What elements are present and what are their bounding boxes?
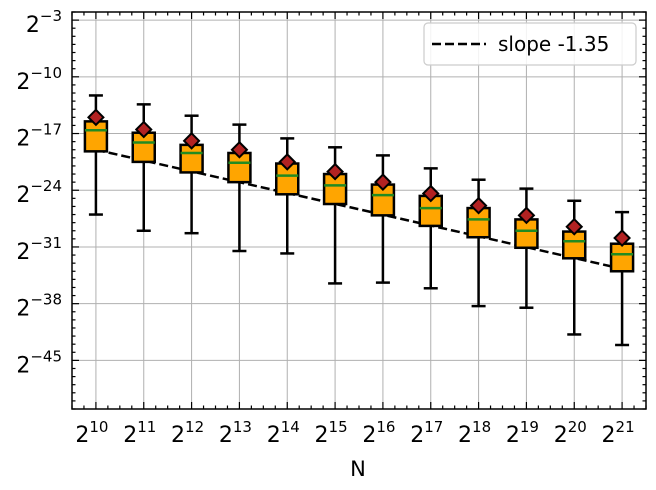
x-tick-label: 218 — [458, 418, 491, 448]
y-tick-labels: 2−3 2−10 2−17 2−24 2−31 2−38 2−45 — [16, 7, 62, 378]
y-tick-label: 2−38 — [16, 291, 62, 322]
fit-line — [95, 148, 623, 271]
x-tick-label: 216 — [362, 418, 395, 448]
x-tick-label: 212 — [171, 418, 204, 448]
x-tick-label: 214 — [267, 418, 300, 448]
legend: slope -1.35 — [423, 22, 637, 66]
box-item — [562, 199, 587, 336]
box-item — [609, 210, 635, 347]
box-item — [179, 114, 204, 235]
box-item — [131, 103, 156, 233]
x-tick-label: 211 — [123, 418, 156, 448]
box-item — [275, 137, 300, 255]
box-item — [514, 187, 539, 309]
mean-marker — [326, 162, 344, 181]
mean-marker — [469, 196, 488, 215]
grid-lines — [72, 12, 646, 409]
axes-frame — [71, 11, 647, 410]
y-tick-label: 2−45 — [16, 347, 62, 378]
y-tick-label: 2−17 — [16, 121, 62, 152]
box-item — [83, 94, 109, 216]
mean-marker — [565, 217, 584, 236]
box-item — [370, 154, 396, 284]
x-tick-label: 217 — [410, 418, 443, 448]
plot-frame — [71, 11, 647, 410]
mean-marker — [374, 173, 392, 192]
y-tick-label: 2−24 — [16, 177, 62, 208]
y-tick-label: 2−31 — [16, 234, 62, 265]
y-tick-label: 2−10 — [16, 64, 62, 95]
x-tick-labels: 210 211 212 213 214 215 216 217 218 219 220 221 — [75, 418, 634, 448]
box-item — [227, 123, 252, 253]
box-item — [322, 146, 348, 285]
x-tick-label: 219 — [506, 418, 539, 448]
y-tick-label: 2−3 — [26, 7, 62, 38]
mean-marker — [613, 229, 631, 247]
fit-line-layer — [95, 148, 623, 271]
boxes-layer — [83, 94, 635, 347]
mean-marker — [517, 206, 536, 225]
mean-marker — [278, 152, 297, 171]
x-tick-label: 213 — [219, 418, 252, 448]
mean-marker — [182, 131, 201, 150]
legend-label: slope -1.35 — [498, 32, 609, 56]
x-tick-label: 220 — [554, 418, 587, 448]
box-iqr — [609, 242, 635, 273]
x-tick-label: 210 — [75, 418, 108, 448]
mean-marker — [230, 140, 249, 159]
mean-marker — [421, 184, 440, 203]
box-item — [418, 167, 443, 290]
legend-box — [423, 22, 637, 66]
x-axis-label: N — [350, 457, 366, 481]
axis-ticks — [71, 11, 647, 410]
x-tick-label: 215 — [315, 418, 348, 448]
mean-marker — [134, 120, 153, 139]
x-tick-label: 221 — [602, 418, 635, 448]
mean-marker — [87, 108, 105, 127]
box-item — [466, 178, 491, 308]
